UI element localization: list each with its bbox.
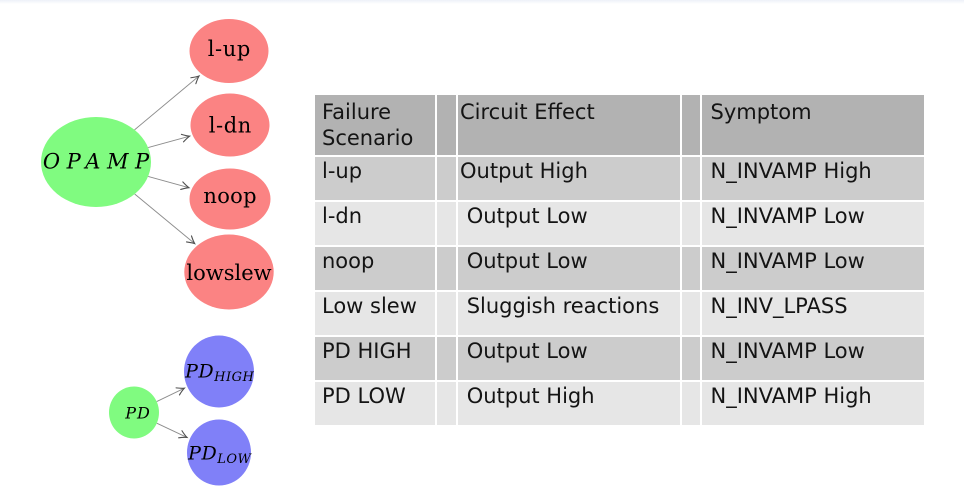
- table-cell: Output Low: [458, 202, 680, 245]
- table-header: Failure Scenario Circuit Effect Symptom: [315, 95, 924, 155]
- edge-opamp-to-l-dn: [147, 133, 192, 149]
- window-top-edge: [0, 0, 964, 4]
- table-row: PD LOW Output High N_INVAMP High: [315, 382, 924, 425]
- header-failure-scenario: Failure Scenario: [315, 95, 435, 155]
- table-cell: Output Low: [458, 337, 680, 380]
- table-cell: Output High: [458, 382, 680, 425]
- edge-pd-to-pd-low: [156, 422, 189, 439]
- node-pd-label: PD: [124, 404, 151, 423]
- table-cell-gap: [437, 292, 456, 335]
- edge-opamp-to-lowslew: [134, 193, 196, 245]
- table-cell-gap: [437, 247, 456, 290]
- table-body: l-up Output High N_INVAMP High l-dn Output …: [315, 157, 924, 425]
- table-cell: N_INV_LPASS: [702, 292, 924, 335]
- node-noop-label: noop: [203, 184, 256, 208]
- table-header-row: Failure Scenario Circuit Effect Symptom: [315, 95, 924, 155]
- header-symptom: Symptom: [702, 95, 924, 155]
- node-l-up-label: l-up: [208, 37, 251, 61]
- header-gap-2: [682, 95, 700, 155]
- header-circuit-effect: Circuit Effect: [458, 95, 680, 155]
- table-cell-gap: [437, 157, 456, 200]
- node-pd-low-label-subscript: LOW: [216, 452, 252, 467]
- node-pd-high-ellipse: [184, 335, 254, 408]
- node-l-up-ellipse: [189, 19, 269, 83]
- node-l-dn-ellipse: [190, 93, 270, 157]
- table-cell: l-up: [315, 157, 435, 200]
- edge-opamp-to-l-up: [134, 75, 201, 131]
- node-l-dn-label: l-dn: [209, 114, 252, 138]
- table-cell-gap: [682, 337, 700, 380]
- node-pd-ellipse: [109, 386, 159, 439]
- table-cell-gap: [682, 157, 700, 200]
- table-cell: N_INVAMP High: [702, 157, 924, 200]
- edge-opamp-to-noop: [147, 175, 191, 190]
- table-cell: l-dn: [315, 202, 435, 245]
- node-pd-high-label-main: PD: [184, 361, 214, 383]
- table-cell-gap: [437, 202, 456, 245]
- header-gap-1: [437, 95, 456, 155]
- failure-scenario-table: Failure Scenario Circuit Effect Symptom …: [313, 93, 926, 427]
- table-cell: Sluggish reactions: [458, 292, 680, 335]
- table-cell-gap: [437, 337, 456, 380]
- node-pd-low-label: PDLOW: [187, 443, 252, 468]
- table-cell-gap: [682, 292, 700, 335]
- node-lowslew-label: lowslew: [186, 261, 271, 285]
- table-cell-gap: [437, 382, 456, 425]
- table-cell: N_INVAMP Low: [702, 247, 924, 290]
- table-row: Low slew Sluggish reactions N_INV_LPASS: [315, 292, 924, 335]
- table-cell-gap: [682, 202, 700, 245]
- table-cell: Low slew: [315, 292, 435, 335]
- table-cell: noop: [315, 247, 435, 290]
- table-cell: N_INVAMP High: [702, 382, 924, 425]
- table-row: l-up Output High N_INVAMP High: [315, 157, 924, 200]
- table-row: PD HIGH Output Low N_INVAMP Low: [315, 337, 924, 380]
- table-cell: Output High: [458, 157, 680, 200]
- table-cell: PD LOW: [315, 382, 435, 425]
- table-cell: N_INVAMP Low: [702, 202, 924, 245]
- table-cell: N_INVAMP Low: [702, 337, 924, 380]
- edge-pd-to-pd-high: [156, 387, 186, 402]
- table-row: noop Output Low N_INVAMP Low: [315, 247, 924, 290]
- table-row: l-dn Output Low N_INVAMP Low: [315, 202, 924, 245]
- diagram-edges: [134, 75, 201, 439]
- table-cell: PD HIGH: [315, 337, 435, 380]
- node-noop-ellipse: [189, 168, 271, 230]
- node-pd-high-label: PDHIGH: [184, 361, 254, 386]
- node-pd-low-label-main: PD: [187, 443, 217, 465]
- node-lowslew-ellipse: [184, 234, 274, 310]
- node-opamp-ellipse: [41, 117, 151, 207]
- table-cell-gap: [682, 382, 700, 425]
- node-pd-low-ellipse: [187, 419, 251, 486]
- table-cell: Output Low: [458, 247, 680, 290]
- node-opamp-label: OPAMP: [43, 150, 156, 174]
- table-cell-gap: [682, 247, 700, 290]
- node-pd-high-label-subscript: HIGH: [213, 370, 254, 385]
